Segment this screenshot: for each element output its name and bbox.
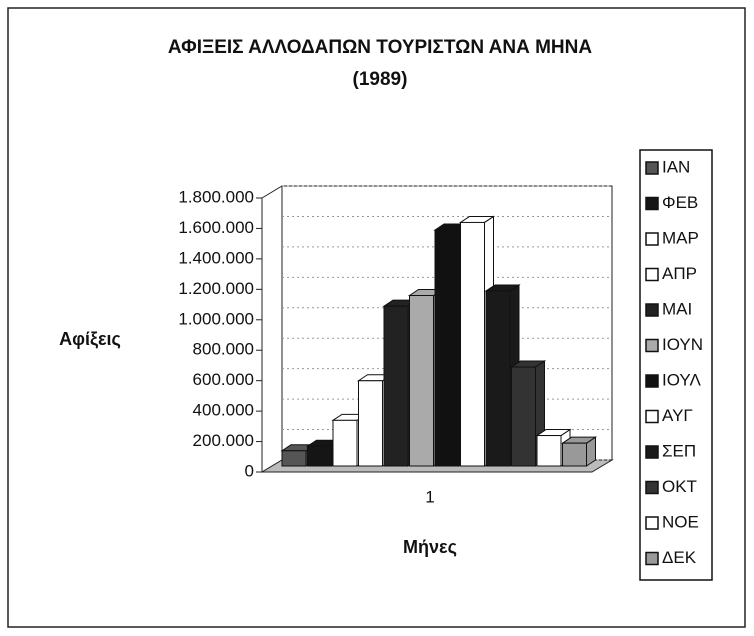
legend-label: ΑΠΡ xyxy=(662,264,697,283)
legend-label: ΙΟΥΛ xyxy=(662,370,701,389)
legend-label: ΟΚΤ xyxy=(662,477,697,496)
y-tick-label: 200.000 xyxy=(193,431,254,450)
legend-label: ΙΟΥΝ xyxy=(662,335,703,354)
legend-label: ΜΑΡ xyxy=(662,228,699,247)
legend-label: ΑΥΓ xyxy=(662,406,693,425)
legend-swatch xyxy=(645,196,659,211)
bar xyxy=(281,450,307,467)
y-axis-label: Αφίξεις xyxy=(59,329,121,350)
bar xyxy=(332,419,358,467)
x-tick-label: 1 xyxy=(425,487,434,506)
legend-swatch xyxy=(645,409,659,424)
bar xyxy=(409,295,434,467)
legend-swatch xyxy=(645,267,659,282)
legend-swatch xyxy=(645,338,659,353)
y-tick-label: 400.000 xyxy=(193,401,254,420)
y-tick-label: 0 xyxy=(245,461,254,480)
legend-swatch xyxy=(645,232,659,246)
bar xyxy=(383,305,409,467)
bar xyxy=(358,380,383,467)
legend-swatch xyxy=(645,303,659,317)
legend-swatch xyxy=(645,551,659,566)
bar xyxy=(562,442,587,467)
y-tick-label: 600.000 xyxy=(193,370,254,389)
side-wall xyxy=(261,185,283,473)
y-tick-label: 800.000 xyxy=(193,340,254,359)
legend-label: ΣΕΠ xyxy=(662,441,696,460)
bar xyxy=(511,366,536,467)
legend-label: ΙΑΝ xyxy=(662,157,690,176)
y-tick-label: 1.600.000 xyxy=(178,218,254,237)
legend-swatch xyxy=(645,516,659,530)
y-tick-label: 1.800.000 xyxy=(178,187,254,206)
legend-swatch xyxy=(645,480,659,495)
chart-subtitle: (1989) xyxy=(353,69,408,90)
y-tick-label: 1.200.000 xyxy=(178,279,254,298)
legend-swatch xyxy=(645,374,659,388)
bar xyxy=(536,435,562,467)
legend-swatch xyxy=(645,445,659,459)
x-axis-label: Μήνες xyxy=(403,537,457,557)
bar xyxy=(434,229,460,467)
legend-label: ΜΑΙ xyxy=(662,299,692,318)
y-tick-label: 1.400.000 xyxy=(178,248,254,267)
legend-label: ΝΟΕ xyxy=(662,512,699,531)
chart-title: ΑΦΙΞΕΙΣ ΑΛΛΟΔΑΠΩΝ ΤΟΥΡΙΣΤΩΝ ΑΝΑ ΜΗΝΑ xyxy=(168,37,592,58)
legend-label: ΔΕΚ xyxy=(662,548,697,567)
legend-label: ΦΕΒ xyxy=(662,193,698,212)
bar xyxy=(460,221,485,467)
legend-frame xyxy=(639,149,713,581)
y-tick-label: 1.000.000 xyxy=(178,309,254,328)
bar xyxy=(307,445,332,467)
legend-swatch xyxy=(645,161,659,175)
bar xyxy=(485,290,511,467)
chart-frame xyxy=(7,7,746,628)
